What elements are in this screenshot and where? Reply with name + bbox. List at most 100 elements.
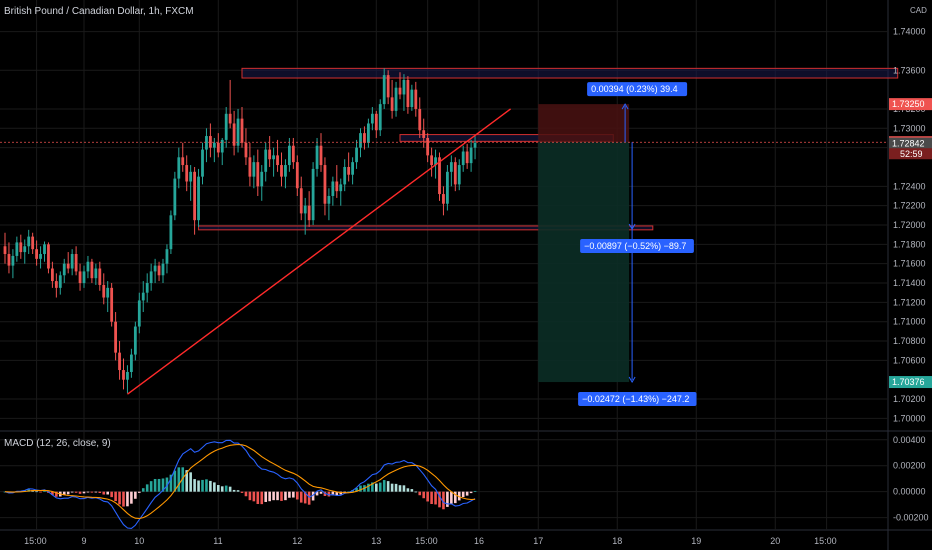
macd-histogram-bar [66,491,70,495]
candle-body [374,113,378,131]
macd-histogram-bar [106,491,109,495]
macd-histogram-bar [402,485,406,492]
candle-body [465,151,469,164]
macd-histogram-bar [217,485,220,492]
macd-histogram-bar [169,474,173,492]
candle-body [446,171,449,204]
candle-body [355,147,358,163]
candle-body [31,236,35,250]
macd-histogram-bar [307,491,311,505]
candle-body [268,149,272,160]
candle-body [209,136,212,148]
macd-histogram-bar [43,491,46,492]
candle-body [58,275,62,288]
macd-histogram-bar [35,491,38,493]
symbol-title: British Pound / Canadian Dollar, 1h, FXC… [4,6,194,17]
candle-body [378,104,382,131]
arrow-head [621,103,629,110]
time-tick-label: 20 [770,536,780,546]
candle-body [264,149,268,172]
candle-body [19,242,23,253]
macd-tick-label: 0.00000 [893,487,926,497]
price-axis-label [889,137,932,150]
price-tick-label: 1.72000 [893,220,926,230]
candle-body [469,147,473,164]
macd-histogram-bar [292,491,295,498]
macd-histogram-bar [173,470,177,492]
drawing-layer: 0.00394 (0.23%) 39.4 −0.00897 (−0.52%) −8… [0,82,888,407]
candle-body [98,268,102,285]
candle-body [193,171,196,221]
macd-histogram-bar [74,491,78,493]
candle-body [35,249,38,259]
macd-histogram-bar [434,491,437,505]
candle-body [442,194,445,204]
macd-histogram-bar [343,491,346,493]
macd-histogram-bar [303,491,307,504]
macd-histogram-bar [82,491,86,494]
candle-body [149,271,153,284]
macd-histogram-bar [205,479,208,492]
macd-histogram-bar [347,491,350,493]
candle-body [66,263,70,269]
price-tick-label: 1.70600 [893,355,926,365]
candle-body [189,171,193,182]
candle-body [7,254,11,266]
candle-body [284,165,287,177]
macd-histogram-bar [62,491,66,496]
signal-line [4,443,476,520]
macd-histogram-bar [264,491,267,502]
candle-body [272,155,275,160]
candle-body [201,149,204,177]
candle-body [390,97,394,111]
candle-body [114,321,117,353]
candle-body [370,113,374,124]
price-tick-label: 1.71000 [893,317,926,327]
candle-body [197,176,200,221]
price-axis-label-text: 1.72842 [892,139,925,149]
candle-body [260,171,264,187]
macd-histogram-bar [228,486,232,492]
arrow-head [628,376,636,384]
candle-body [133,326,137,355]
time-tick-label: 15:00 [415,536,438,546]
measure-text: −0.00897 (−0.52%) −89.7 [584,241,686,251]
candle-body [386,75,390,98]
measure-badge [580,238,694,253]
macd-histogram-bar [438,491,441,508]
candle-body [394,87,398,111]
macd-histogram-bar [268,491,271,502]
candle-body [434,157,437,166]
macd-histogram-bar [201,479,204,492]
candle-body [23,246,27,253]
macd-histogram-bar [220,486,224,492]
macd-histogram-bar [185,470,188,492]
candle-body [367,123,370,143]
macd-histogram-bar [288,491,291,498]
price-axis-label [889,98,932,111]
macd-histogram-bar [398,485,402,492]
candle-body [126,371,129,380]
candle-body [430,155,433,166]
macd-histogram-bar [118,491,121,505]
price-tick-label: 1.72400 [893,181,926,191]
candle-body [185,165,189,182]
macd-histogram-bar [454,491,457,504]
candle-body [410,89,414,108]
macd-histogram-bar [473,490,477,492]
macd-histogram-bar [323,491,327,496]
candle-body [3,246,7,255]
candle-body [236,118,240,146]
macd-histogram-bar [276,491,279,501]
macd-histogram-bar [410,489,414,492]
candle-body [165,249,169,264]
macd-tick-label: -0.00200 [893,513,929,523]
time-tick-label: 16 [474,536,484,546]
candle-body [335,181,339,192]
macd-layer [3,439,477,529]
candle-body [331,181,335,196]
macd-histogram-bar [386,481,390,492]
